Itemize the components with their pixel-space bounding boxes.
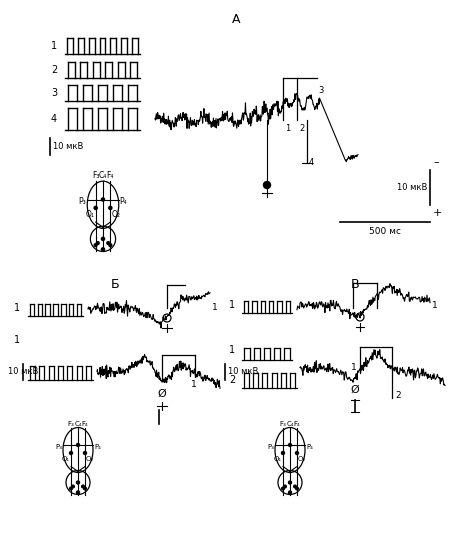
Circle shape [288, 491, 292, 494]
Text: O₂: O₂ [298, 456, 306, 462]
Text: Ø: Ø [351, 385, 359, 394]
Text: 10 мкВ: 10 мкВ [396, 183, 427, 192]
Text: 2: 2 [395, 391, 401, 400]
Text: 10 мкВ: 10 мкВ [8, 367, 38, 376]
Text: 500 мс: 500 мс [369, 227, 401, 236]
Text: 1: 1 [191, 380, 196, 389]
Text: 2: 2 [51, 65, 57, 75]
Circle shape [101, 198, 105, 201]
Text: 2: 2 [299, 124, 304, 133]
Text: F₃: F₃ [67, 421, 75, 427]
Circle shape [263, 181, 270, 189]
Circle shape [76, 491, 79, 494]
Text: 1: 1 [14, 335, 20, 345]
Text: 1: 1 [229, 300, 235, 310]
Circle shape [94, 244, 97, 246]
Circle shape [295, 451, 298, 455]
Text: F₃: F₃ [279, 421, 287, 427]
Circle shape [72, 485, 75, 488]
Text: 1: 1 [432, 301, 438, 310]
Text: 4: 4 [309, 158, 314, 167]
Text: O₂: O₂ [86, 456, 94, 462]
Text: P₃: P₃ [78, 197, 86, 206]
Text: В: В [351, 278, 359, 291]
Text: C₄: C₄ [286, 421, 294, 427]
Circle shape [82, 485, 84, 488]
Circle shape [96, 242, 99, 245]
Text: Ø: Ø [158, 389, 166, 399]
Text: 1: 1 [14, 303, 20, 313]
Text: P₄: P₄ [306, 444, 313, 450]
Text: P₃: P₃ [55, 444, 62, 450]
Text: 3: 3 [51, 88, 57, 98]
Text: 1: 1 [285, 124, 290, 133]
Text: F₃: F₃ [92, 171, 100, 180]
Text: 1: 1 [51, 41, 57, 51]
Text: F₄: F₄ [107, 171, 114, 180]
Text: 10 мкВ: 10 мкВ [53, 142, 84, 151]
Circle shape [69, 451, 73, 455]
Text: O₁: O₁ [86, 209, 95, 219]
Circle shape [288, 444, 292, 446]
Text: F₄: F₄ [82, 421, 88, 427]
Text: F₄: F₄ [294, 421, 300, 427]
Text: C₄: C₄ [99, 171, 107, 180]
Circle shape [281, 451, 285, 455]
Circle shape [101, 248, 105, 251]
Text: А: А [232, 13, 240, 26]
Text: 3: 3 [318, 86, 323, 95]
Text: 10 мкВ: 10 мкВ [228, 367, 258, 376]
Circle shape [101, 237, 105, 240]
Circle shape [294, 485, 296, 488]
Circle shape [107, 242, 110, 245]
Circle shape [76, 481, 79, 484]
Circle shape [288, 481, 292, 484]
Circle shape [94, 206, 97, 209]
Text: C₄: C₄ [74, 421, 82, 427]
Text: +: + [433, 208, 442, 218]
Text: 2: 2 [229, 375, 235, 385]
Circle shape [84, 487, 86, 490]
Circle shape [76, 444, 79, 446]
Circle shape [295, 487, 298, 490]
Text: P₄: P₄ [94, 444, 101, 450]
Circle shape [70, 487, 72, 490]
Text: 4: 4 [51, 114, 57, 124]
Circle shape [84, 451, 86, 455]
Circle shape [282, 487, 284, 490]
Text: 1: 1 [229, 345, 235, 355]
Text: P₄: P₄ [120, 197, 127, 206]
Circle shape [284, 485, 287, 488]
Circle shape [109, 244, 112, 246]
Text: O₁: O₁ [62, 456, 70, 462]
Text: P₃: P₃ [267, 444, 274, 450]
Text: 1: 1 [212, 304, 218, 312]
Circle shape [109, 206, 112, 209]
Text: –: – [433, 157, 438, 167]
Text: O₂: O₂ [111, 209, 120, 219]
Text: Б: Б [111, 278, 119, 291]
Text: O₁: O₁ [274, 456, 282, 462]
Text: 1: 1 [351, 363, 357, 372]
